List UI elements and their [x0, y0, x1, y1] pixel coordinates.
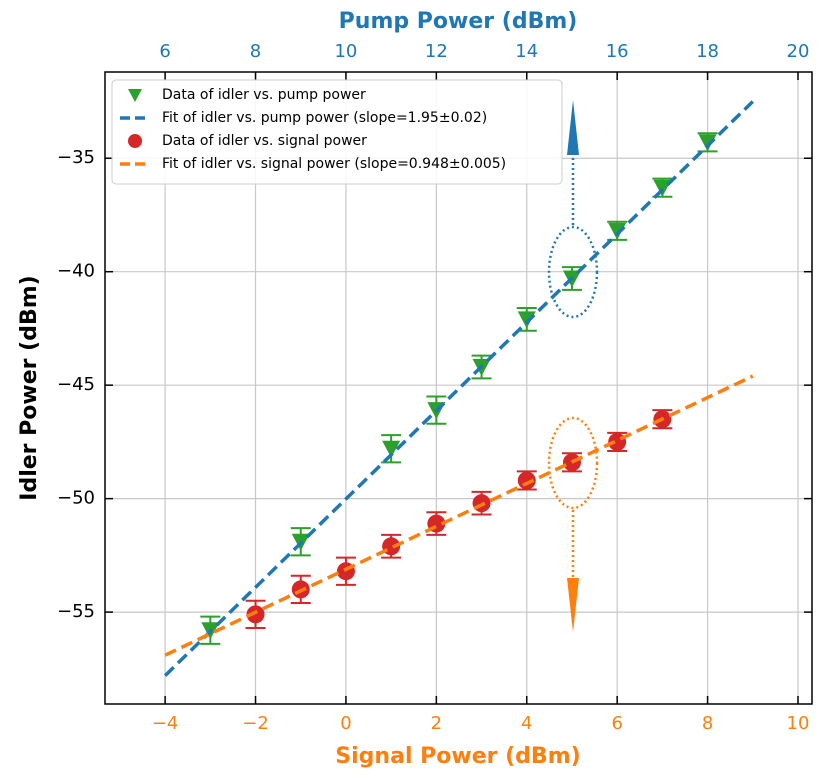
data-point: [517, 471, 536, 490]
x2-tick-label: 6: [159, 41, 170, 62]
fit-line: [163, 100, 755, 677]
x2-tick-label: 8: [250, 41, 261, 62]
data-point: [608, 222, 627, 240]
legend-label: Fit of idler vs. pump power (slope=1.95±…: [162, 110, 487, 126]
data-point: [698, 134, 717, 152]
fit-line: [164, 374, 754, 657]
legend-label: Data of idler vs. signal power: [162, 133, 367, 149]
annotation-ellipse: [547, 416, 599, 510]
legend-label: Data of idler vs. pump power: [162, 87, 366, 103]
annotations: [547, 100, 599, 632]
x-tick-label: 0: [340, 713, 351, 734]
x2-tick-label: 14: [515, 41, 538, 62]
x-tick-label: 2: [431, 713, 442, 734]
y-tick-label: −35: [57, 147, 95, 168]
legend-swatch: [128, 89, 142, 102]
legend-label: Fit of idler vs. signal power (slope=0.9…: [162, 156, 506, 172]
x-tick-label: −2: [242, 713, 269, 734]
arrow-head: [567, 578, 579, 632]
legend-box: [111, 79, 563, 185]
x2-tick-label: 18: [696, 41, 719, 62]
y-tick-label: −40: [57, 261, 95, 282]
plot-frame: [104, 71, 813, 705]
data-point: [382, 440, 401, 458]
x-tick-label: −4: [152, 713, 179, 734]
data-point: [246, 605, 265, 624]
x-tick-label: 4: [521, 713, 532, 734]
x2-axis-label: Pump Power (dBm): [339, 9, 578, 34]
x-tick-label: 8: [702, 713, 713, 734]
y-tick-label: −50: [57, 488, 95, 509]
x2-tick-label: 20: [787, 41, 810, 62]
x-tick-label: 10: [787, 713, 810, 734]
x2-tick-label: 10: [334, 41, 357, 62]
arrow-head: [567, 100, 579, 155]
x2-tick-label: 16: [606, 41, 629, 62]
y-axis-label: Idler Power (dBm): [17, 275, 42, 500]
x-axis-label: Signal Power (dBm): [335, 744, 580, 769]
x-tick-label: 6: [611, 713, 622, 734]
x2-tick-label: 12: [425, 41, 448, 62]
y-tick-label: −55: [57, 601, 95, 622]
legend-swatch: [128, 134, 142, 148]
y-tick-label: −45: [57, 374, 95, 395]
annotation-ellipse: [547, 225, 599, 319]
